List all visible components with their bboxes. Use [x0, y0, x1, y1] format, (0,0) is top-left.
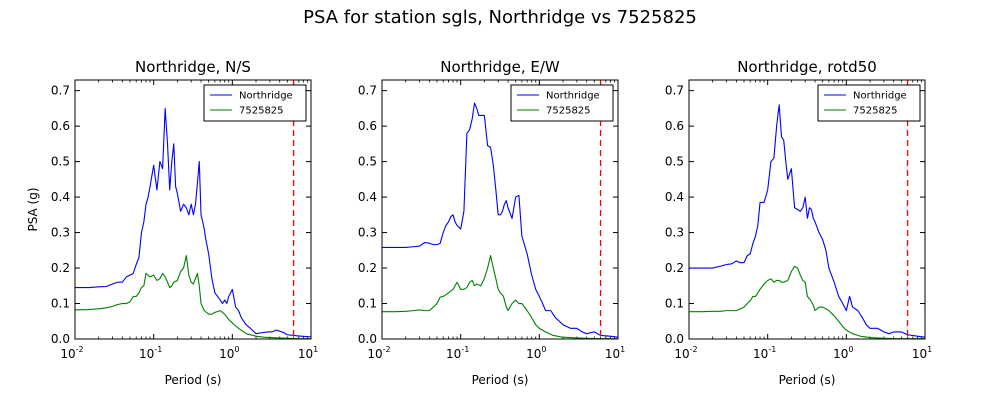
y-tick-label: 0.6: [51, 119, 70, 133]
legend: Northridge 7525825: [817, 84, 921, 122]
legend-label: 7525825: [546, 106, 591, 117]
x-tick-label: 101: [912, 345, 932, 361]
y-tick-label: 0.6: [358, 119, 377, 133]
y-tick-label: 0.0: [358, 332, 377, 346]
legend-label: 7525825: [853, 106, 898, 117]
series-line-7525825: [382, 255, 618, 339]
series-line-7525825: [689, 265, 925, 339]
series-line-northridge: [689, 104, 925, 338]
panel-title: Northridge, E/W: [440, 58, 560, 76]
y-tick-label: 0.5: [358, 155, 377, 169]
y-tick-label: 0.1: [665, 297, 684, 311]
x-axis-label: Period (s): [779, 373, 836, 387]
x-tick-label: 10-1: [446, 345, 469, 361]
y-tick-label: 0.1: [51, 297, 70, 311]
chart-panel-3: Northridge, rotd50 10-2 10-1 100 101 0.0 0.1 0.…: [665, 58, 932, 387]
x-tick-label: 100: [219, 345, 239, 361]
legend-label: Northridge: [853, 91, 907, 102]
y-tick-label: 0.0: [665, 332, 684, 346]
legend: Northridge 7525825: [203, 84, 307, 122]
legend-box: [510, 84, 614, 122]
y-tick-label: 0.3: [51, 226, 70, 240]
figure-title: PSA for station sgls, Northridge vs 7525…: [303, 7, 697, 28]
y-tick-label: 0.7: [358, 84, 377, 98]
y-tick-label: 0.2: [665, 261, 684, 275]
x-tick-label: 100: [833, 345, 853, 361]
y-tick-label: 0.7: [51, 84, 70, 98]
y-axis-label: PSA (g): [26, 187, 40, 231]
legend-box: [817, 84, 921, 122]
panel-title: Northridge, rotd50: [737, 58, 877, 76]
series-line-northridge: [75, 107, 311, 338]
axes-frame: [688, 79, 926, 340]
y-tick-label: 0.4: [51, 190, 70, 204]
legend: Northridge 7525825: [510, 84, 614, 122]
x-tick-label: 100: [526, 345, 546, 361]
x-axis-label: Period (s): [165, 373, 222, 387]
chart-panel-2: Northridge, E/W 10-2 10-1 100 101 0.0 0.1 0.2 0.…: [358, 58, 625, 387]
y-tick-label: 0.5: [665, 155, 684, 169]
x-tick-label: 10-2: [674, 345, 697, 361]
y-tick-label: 0.3: [665, 226, 684, 240]
y-tick-label: 0.1: [358, 297, 377, 311]
y-tick-label: 0.3: [358, 226, 377, 240]
y-tick-label: 0.6: [665, 119, 684, 133]
legend-label: Northridge: [546, 91, 600, 102]
panel-title: Northridge, N/S: [135, 58, 251, 76]
y-tick-label: 0.2: [358, 261, 377, 275]
legend-box: [203, 84, 307, 122]
series-line-7525825: [75, 255, 311, 339]
y-tick-label: 0.0: [51, 332, 70, 346]
axes-frame: [74, 79, 312, 340]
legend-label: 7525825: [239, 106, 284, 117]
x-tick-label: 10-2: [367, 345, 390, 361]
series-line-northridge: [382, 102, 618, 338]
legend-label: Northridge: [239, 91, 293, 102]
y-tick-label: 0.4: [665, 190, 684, 204]
axes-frame: [381, 79, 619, 340]
x-tick-label: 10-1: [139, 345, 162, 361]
y-tick-label: 0.7: [665, 84, 684, 98]
x-axis-label: Period (s): [472, 373, 529, 387]
y-tick-label: 0.4: [358, 190, 377, 204]
y-tick-label: 0.2: [51, 261, 70, 275]
x-tick-label: 101: [605, 345, 625, 361]
x-tick-label: 10-1: [753, 345, 776, 361]
x-tick-label: 10-2: [60, 345, 83, 361]
chart-panel-1: Northridge, N/S 10-2 10-1 100 101 0.0 0.1 0.2 0.…: [26, 58, 318, 387]
y-tick-label: 0.5: [51, 155, 70, 169]
x-tick-label: 101: [298, 345, 318, 361]
